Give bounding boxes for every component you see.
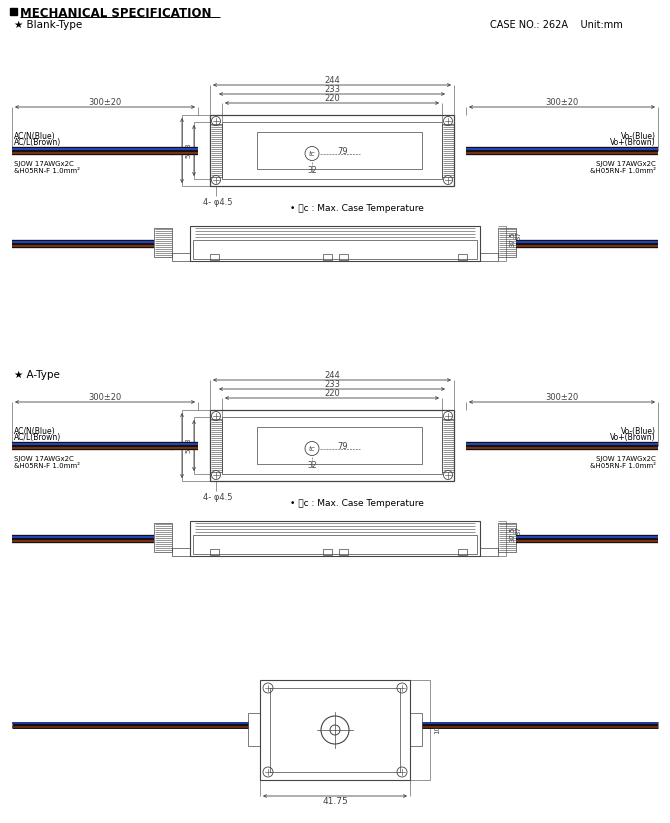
- Text: Vo-(Blue): Vo-(Blue): [621, 132, 656, 141]
- Text: SJOW 17AWGx2C: SJOW 17AWGx2C: [596, 455, 656, 462]
- Bar: [210, 419, 222, 472]
- Bar: [222, 417, 442, 474]
- Text: &H05RN-F 1.0mm²: &H05RN-F 1.0mm²: [590, 168, 656, 174]
- Text: 71: 71: [172, 146, 180, 156]
- Bar: [323, 549, 332, 555]
- Bar: [257, 132, 422, 169]
- Bar: [193, 240, 477, 259]
- Bar: [480, 548, 498, 556]
- Bar: [498, 523, 516, 552]
- Text: AC/N(Blue): AC/N(Blue): [14, 132, 56, 141]
- Text: &H05RN-F 1.0mm²: &H05RN-F 1.0mm²: [14, 463, 80, 468]
- Bar: [442, 419, 454, 472]
- Text: 37.5: 37.5: [509, 231, 515, 247]
- Text: 220: 220: [324, 94, 340, 103]
- Text: 37: 37: [515, 231, 521, 240]
- Text: 4- φ4.5: 4- φ4.5: [203, 198, 232, 207]
- Bar: [190, 226, 480, 261]
- Bar: [480, 253, 498, 261]
- Text: 32: 32: [307, 461, 317, 469]
- Text: tc: tc: [309, 445, 316, 452]
- Bar: [190, 521, 480, 556]
- Bar: [154, 228, 172, 257]
- Text: 244: 244: [324, 370, 340, 379]
- Bar: [210, 254, 219, 260]
- Text: 32: 32: [307, 165, 317, 174]
- Text: SJOW 17AWGx2C: SJOW 17AWGx2C: [14, 160, 74, 166]
- Text: 300±20: 300±20: [545, 97, 579, 106]
- Bar: [410, 713, 422, 746]
- Text: 37.5: 37.5: [509, 526, 515, 542]
- Bar: [458, 549, 467, 555]
- Text: Vo+(Brown): Vo+(Brown): [610, 433, 656, 441]
- Text: CASE NO.: 262A    Unit:mm: CASE NO.: 262A Unit:mm: [490, 20, 622, 30]
- Bar: [210, 410, 454, 481]
- Bar: [339, 254, 348, 260]
- Text: 244: 244: [324, 76, 340, 85]
- Polygon shape: [10, 8, 17, 15]
- Bar: [442, 124, 454, 177]
- Text: SJOW 17AWGx2C: SJOW 17AWGx2C: [596, 160, 656, 166]
- Bar: [154, 523, 172, 552]
- Bar: [270, 688, 400, 772]
- Bar: [210, 549, 219, 555]
- Text: &H05RN-F 1.0mm²: &H05RN-F 1.0mm²: [590, 463, 656, 468]
- Text: 10: 10: [434, 726, 440, 734]
- Text: 233: 233: [324, 379, 340, 388]
- Bar: [172, 253, 190, 261]
- Text: 79: 79: [337, 442, 348, 451]
- Text: 4- φ4.5: 4- φ4.5: [203, 493, 232, 502]
- Bar: [339, 549, 348, 555]
- Text: 41.75: 41.75: [322, 797, 348, 807]
- Bar: [260, 680, 410, 780]
- Text: • Ⓣc : Max. Case Temperature: • Ⓣc : Max. Case Temperature: [290, 204, 424, 213]
- Text: Vo+(Brown): Vo+(Brown): [610, 137, 656, 146]
- Text: 220: 220: [324, 388, 340, 398]
- Text: SJOW 17AWGx2C: SJOW 17AWGx2C: [14, 455, 74, 462]
- Text: ★ Blank-Type: ★ Blank-Type: [14, 20, 82, 30]
- Text: 300±20: 300±20: [545, 393, 579, 402]
- Text: &H05RN-F 1.0mm²: &H05RN-F 1.0mm²: [14, 168, 80, 174]
- Text: 71: 71: [172, 440, 180, 450]
- Text: • Ⓣc : Max. Case Temperature: • Ⓣc : Max. Case Temperature: [290, 499, 424, 508]
- Text: tc: tc: [309, 151, 316, 156]
- Bar: [210, 124, 222, 177]
- Text: MECHANICAL SPECIFICATION: MECHANICAL SPECIFICATION: [20, 7, 212, 20]
- Text: 53.8: 53.8: [185, 142, 191, 158]
- Bar: [210, 115, 454, 186]
- Text: AC/N(Blue): AC/N(Blue): [14, 426, 56, 435]
- Text: 79: 79: [337, 147, 348, 156]
- Bar: [222, 122, 442, 179]
- Bar: [172, 548, 190, 556]
- Text: 233: 233: [324, 85, 340, 94]
- Bar: [257, 427, 422, 464]
- Text: 300±20: 300±20: [88, 97, 122, 106]
- Text: AC/L(Brown): AC/L(Brown): [14, 433, 61, 441]
- Bar: [193, 535, 477, 554]
- Text: Vo-(Blue): Vo-(Blue): [621, 426, 656, 435]
- Bar: [248, 713, 260, 746]
- Bar: [498, 228, 516, 257]
- Text: 300±20: 300±20: [88, 393, 122, 402]
- Text: 37: 37: [515, 526, 521, 535]
- Text: 53.8: 53.8: [185, 438, 191, 453]
- Text: AC/L(Brown): AC/L(Brown): [14, 137, 61, 146]
- Text: ★ A-Type: ★ A-Type: [14, 370, 60, 380]
- Bar: [323, 254, 332, 260]
- Bar: [458, 254, 467, 260]
